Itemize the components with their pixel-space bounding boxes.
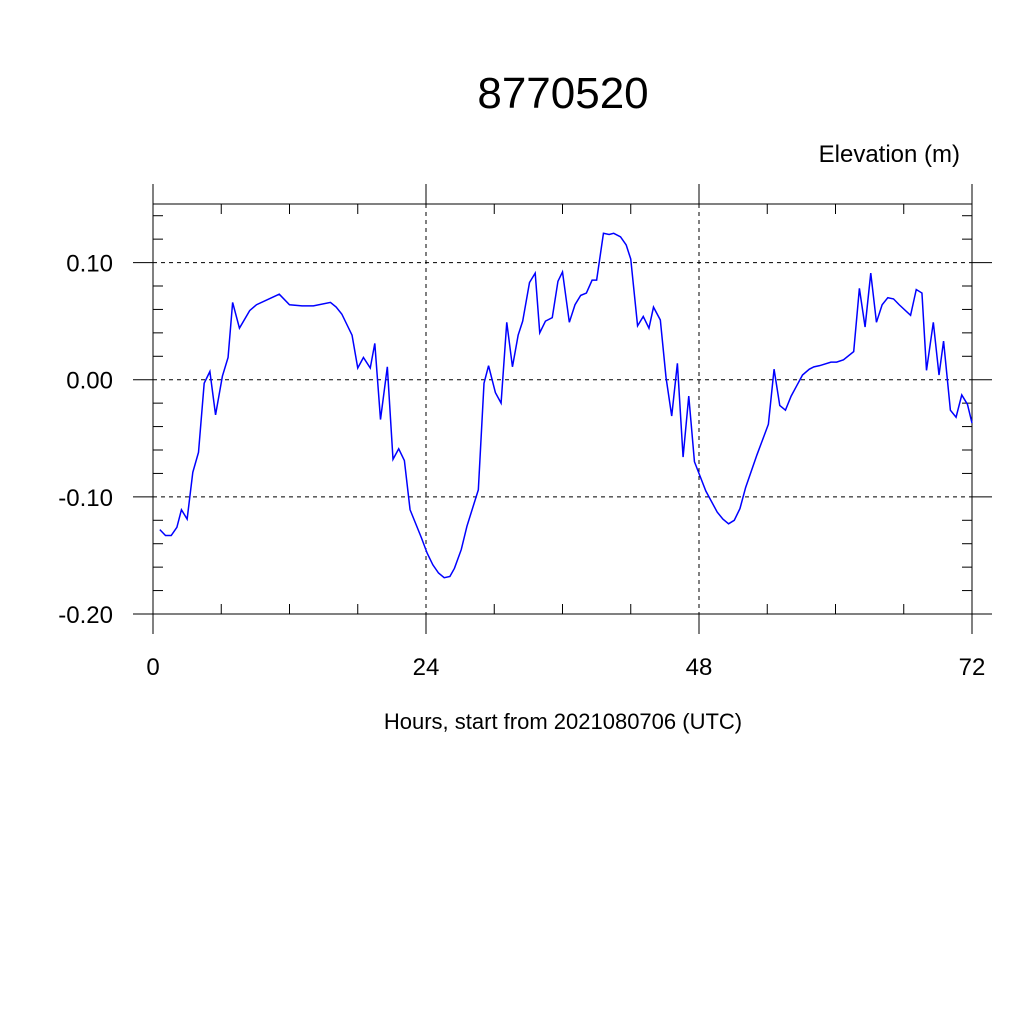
y-tick-label: -0.20	[58, 602, 113, 629]
x-tick-label: 0	[146, 654, 159, 681]
x-tick-label: 24	[413, 654, 440, 681]
x-tick-label: 72	[959, 654, 986, 681]
y-tick-label: -0.10	[58, 485, 113, 512]
plot-frame	[152, 203, 973, 615]
y-tick-label: 0.00	[66, 368, 113, 395]
x-tick-label: 48	[686, 654, 713, 681]
x-axis-label: Hours, start from 2021080706 (UTC)	[384, 709, 742, 734]
chart-title: 8770520	[477, 69, 648, 118]
y-axis-label: Elevation (m)	[819, 141, 960, 168]
data-line	[159, 232, 973, 579]
y-tick-label: 0.10	[66, 251, 113, 278]
